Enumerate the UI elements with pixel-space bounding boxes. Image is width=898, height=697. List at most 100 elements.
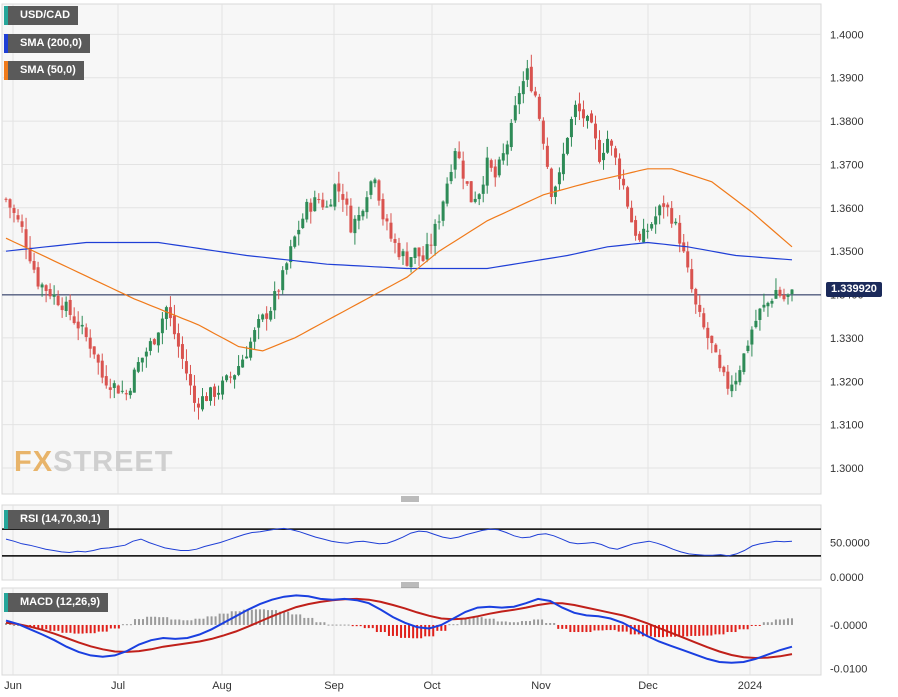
candle-body — [674, 221, 678, 224]
candle-body — [630, 207, 634, 223]
macd-histogram-bar — [444, 624, 447, 631]
macd-histogram-bar — [504, 621, 507, 625]
candle-body — [20, 221, 24, 227]
macd-histogram-bar — [613, 624, 616, 631]
macd-histogram-bar — [77, 624, 80, 634]
y-tick-label: 1.3200 — [830, 376, 864, 388]
y-tick-label: 1.3300 — [830, 333, 864, 345]
macd-histogram-bar — [730, 624, 733, 633]
macd-histogram-bar — [355, 624, 358, 627]
macd-histogram-bar — [299, 614, 302, 625]
sma200-line — [5, 241, 793, 270]
candle-body — [513, 105, 517, 121]
macd-histogram-bar — [436, 624, 439, 631]
macd-histogram-bar — [97, 624, 100, 632]
macd-histogram-bar — [347, 624, 350, 626]
legend-sma200[interactable]: SMA (200,0) — [4, 34, 90, 53]
macd-histogram-bar — [710, 624, 713, 636]
candle-body — [160, 318, 164, 334]
candle-body — [742, 353, 746, 372]
candle-body — [321, 199, 325, 208]
candle-body — [156, 332, 160, 346]
candle-body — [778, 289, 782, 296]
macd-histogram-bar — [17, 624, 20, 626]
legend-rsi[interactable]: RSI (14,70,30,1) — [4, 510, 109, 529]
candle-body — [730, 384, 734, 392]
candle-body — [702, 313, 706, 328]
legend-sma50[interactable]: SMA (50,0) — [4, 61, 84, 80]
macd-histogram-bar — [283, 611, 286, 625]
macd-histogram-bar — [581, 624, 584, 633]
candle-body — [329, 204, 333, 207]
macd-histogram-bar — [657, 624, 660, 638]
macd-histogram-bar — [113, 624, 116, 629]
macd-histogram-bar — [93, 624, 96, 634]
candle-body — [381, 199, 385, 220]
candle-body — [148, 341, 152, 351]
macd-histogram-bar — [327, 624, 330, 626]
candle-body — [573, 104, 577, 118]
candle-body — [782, 294, 786, 300]
macd-histogram-bar — [464, 619, 467, 625]
macd-histogram-bar — [271, 610, 274, 625]
macd-histogram-bar — [674, 624, 677, 637]
macd-histogram-bar — [85, 624, 88, 634]
candle-body — [501, 153, 505, 161]
candle-body — [397, 242, 401, 258]
candle-body — [722, 366, 726, 373]
macd-histogram-bar — [371, 624, 374, 629]
macd-histogram-bar — [291, 614, 294, 625]
macd-histogram-bar — [416, 624, 419, 639]
macd-histogram-bar — [319, 622, 322, 625]
candle-body — [233, 375, 237, 380]
candle-body — [36, 267, 40, 287]
macd-histogram-bar — [553, 623, 556, 625]
candle-body — [577, 103, 581, 112]
macd-histogram-bar — [238, 611, 241, 625]
macd-histogram-bar — [339, 624, 342, 626]
macd-histogram-bar — [545, 623, 548, 625]
macd-histogram-bar — [142, 619, 145, 625]
candle-body — [184, 361, 188, 374]
candle-body — [180, 344, 184, 359]
candle-body — [140, 357, 144, 363]
macd-histogram-bar — [661, 624, 664, 638]
macd-histogram-bar — [234, 611, 237, 625]
candle-body — [265, 313, 269, 319]
candle-body — [88, 337, 92, 349]
candle-body — [638, 233, 642, 241]
candle-body — [521, 81, 525, 95]
legend-macd[interactable]: MACD (12,26,9) — [4, 593, 109, 612]
macd-histogram-bar — [649, 624, 652, 637]
macd-histogram-bar — [774, 619, 777, 625]
candle-body — [706, 327, 710, 339]
macd-histogram-bar — [670, 624, 673, 637]
candle-body — [80, 324, 84, 327]
macd-histogram-bar — [166, 617, 169, 625]
candle-body — [32, 260, 36, 270]
candle-body — [585, 115, 589, 121]
candle-body — [249, 341, 253, 358]
candle-body — [369, 181, 373, 195]
macd-histogram-bar — [363, 624, 366, 629]
y-tick-label: 1.3600 — [830, 203, 864, 215]
candle-body — [509, 122, 513, 148]
candle-body — [457, 151, 461, 159]
macd-histogram-bar — [472, 617, 475, 625]
macd-histogram-bar — [500, 621, 503, 625]
candle-body — [289, 246, 293, 263]
legend-symbol[interactable]: USD/CAD — [4, 6, 79, 25]
candle-body — [409, 257, 413, 267]
candle-body — [217, 392, 221, 395]
macd-histogram-bar — [706, 624, 709, 636]
macd-histogram-bar — [561, 624, 564, 629]
macd-histogram-bar — [170, 619, 173, 625]
macd-histogram-bar — [488, 618, 491, 625]
candle-body — [429, 244, 433, 246]
macd-histogram-bar — [101, 624, 104, 632]
candle-body — [112, 383, 116, 388]
candle-body — [710, 335, 714, 344]
macd-histogram-bar — [154, 616, 157, 625]
candle-body — [557, 172, 561, 185]
macd-histogram-bar — [315, 622, 318, 625]
